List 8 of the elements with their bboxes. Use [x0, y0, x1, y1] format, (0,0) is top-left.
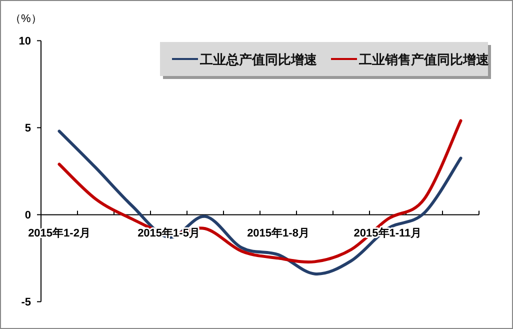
y-tick-label: 0 — [24, 210, 31, 222]
y-tick-label: -5 — [21, 296, 31, 309]
legend-label: 工业销售产值同比增速 — [358, 52, 490, 67]
y-tick-label: 5 — [24, 122, 31, 135]
y-tick-label: 10 — [18, 36, 31, 48]
legend-label: 工业总产值同比增速 — [199, 52, 318, 67]
x-tick-label: 2015年1-8月 — [247, 226, 310, 240]
y-axis-title: （%） — [10, 13, 42, 25]
